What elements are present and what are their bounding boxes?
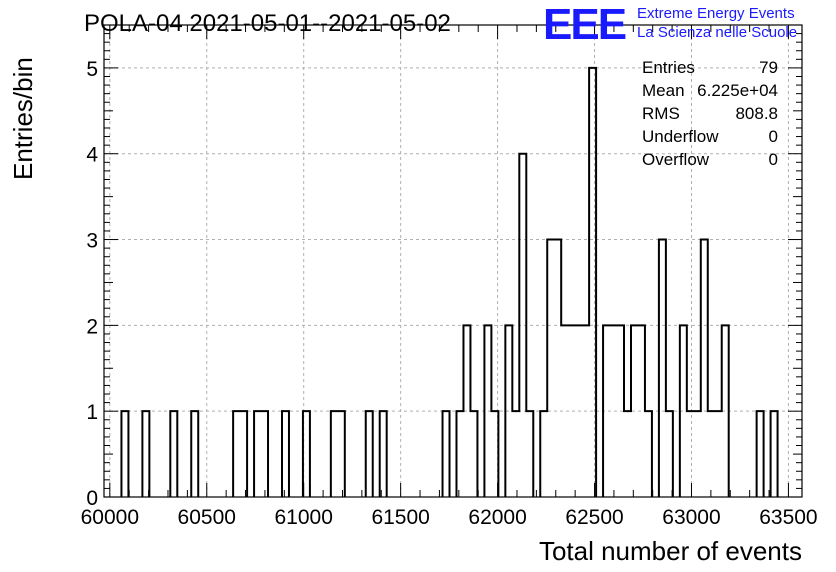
histogram-bin <box>771 411 778 497</box>
logo-caption-line2: La Scienza nelle Scuole <box>637 24 798 41</box>
stat-row-overflow: Overflow 0 <box>640 150 780 173</box>
stat-label: RMS <box>642 104 680 123</box>
histogram-bin <box>233 411 240 497</box>
histogram-outline <box>120 66 779 497</box>
histogram-bin <box>142 411 149 497</box>
logo-caption: Extreme Energy Events La Scienza nelle S… <box>637 4 797 42</box>
x-tick-label: 63500 <box>759 506 817 529</box>
y-tick-label: 1 <box>86 401 98 424</box>
histogram-bin <box>366 411 373 497</box>
y-tick-label: 3 <box>86 230 98 253</box>
histogram-bin <box>589 68 596 497</box>
stat-value: 6.225e+04 <box>697 81 778 100</box>
grid <box>104 25 802 497</box>
y-axis-label: Entries/bin <box>8 57 38 180</box>
stat-label: Underflow <box>642 127 719 146</box>
stat-row-underflow: Underflow 0 <box>640 127 780 150</box>
histogram-bin <box>687 411 694 497</box>
histogram-bin <box>338 411 345 497</box>
stat-label: Overflow <box>642 150 710 169</box>
x-tick-label: 61500 <box>371 506 429 529</box>
stats-box: Entries 79 Mean 6.225e+04 RMS 808.8 Unde… <box>640 58 780 173</box>
histogram-bin <box>261 411 268 497</box>
x-tick-label: 63000 <box>662 506 720 529</box>
histogram-bin <box>694 411 701 497</box>
histogram-bin <box>666 411 673 497</box>
stat-row-mean: Mean 6.225e+04 <box>640 81 780 104</box>
y-tick-label: 5 <box>86 58 98 81</box>
x-tick-label: 62000 <box>468 506 526 529</box>
histogram-bin <box>645 411 652 497</box>
histogram-bin <box>554 240 561 497</box>
histogram-bin <box>701 240 708 497</box>
histogram-bin <box>254 411 261 497</box>
histogram-bin <box>191 411 198 497</box>
y-tick-label: 4 <box>86 144 98 167</box>
chart-title: POLA-04 2021-05-01--2021-05-02 <box>84 10 451 37</box>
histogram-bin <box>547 240 554 497</box>
histogram-bin <box>512 411 519 497</box>
histogram-bin <box>526 411 533 497</box>
histogram-bin <box>331 411 338 497</box>
x-tick-label: 61000 <box>275 506 333 529</box>
axes <box>103 24 803 498</box>
histogram-bin <box>240 411 247 497</box>
stat-row-entries: Entries 79 <box>640 58 780 81</box>
histogram-bin <box>443 411 450 497</box>
histogram-bin <box>757 411 764 497</box>
plot-frame <box>103 24 803 498</box>
x-axis-label: Total number of events <box>538 536 802 566</box>
histogram-bin <box>282 411 289 497</box>
tick-labels: 60000 60500 61000 61500 62000 62500 63000 63500… <box>81 58 818 529</box>
histogram-bin <box>708 411 715 497</box>
histogram-bin <box>540 411 547 497</box>
x-tick-label: 60000 <box>81 506 139 529</box>
histogram-bin <box>121 411 128 497</box>
x-tick-label: 62500 <box>565 506 623 529</box>
histogram-bin <box>659 240 666 497</box>
stat-row-rms: RMS 808.8 <box>640 104 780 127</box>
eee-logo: EEE <box>543 0 627 49</box>
y-tick-label: 0 <box>86 487 98 510</box>
stat-value: 0 <box>768 150 778 169</box>
x-tick-label: 60500 <box>178 506 236 529</box>
histogram-bin <box>470 411 477 497</box>
y-tick-label: 2 <box>86 315 98 338</box>
stat-value: 808.8 <box>735 104 778 123</box>
histogram-bin <box>170 411 177 497</box>
stat-label: Entries <box>642 58 695 77</box>
stat-value: 79 <box>759 58 778 77</box>
histogram-bin <box>456 411 463 497</box>
stat-value: 0 <box>768 127 778 146</box>
histogram-bin <box>380 411 387 497</box>
logo-caption-line1: Extreme Energy Events <box>637 5 795 22</box>
stat-label: Mean <box>642 81 685 100</box>
histogram-bin <box>624 411 631 497</box>
histogram-bin <box>715 411 722 497</box>
